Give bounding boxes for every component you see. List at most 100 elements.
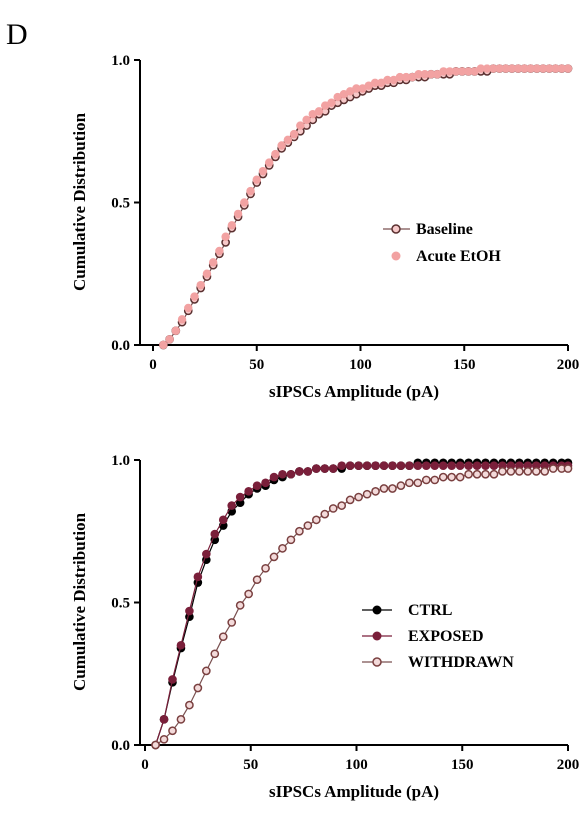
data-point-acute-etoh [557,64,566,73]
data-point-acute-etoh [327,98,336,107]
data-point-exposed [464,461,473,471]
panel-letter: D [6,18,28,51]
data-point-exposed [244,487,253,496]
data-point-acute-etoh [464,67,473,76]
data-point-withdrawn [548,464,558,473]
data-point-exposed [472,461,482,471]
x-tick-label: 150 [453,357,476,373]
data-point-acute-etoh [221,232,230,241]
data-point-withdrawn [421,475,431,485]
legend-label-withdrawn: WITHDRAWN [408,654,514,671]
data-point-withdrawn [328,504,338,513]
x-tick-label: 200 [557,357,580,373]
data-point-exposed [193,572,203,582]
data-point-exposed [362,461,372,471]
data-point-acute-etoh [520,64,529,73]
data-point-withdrawn [303,521,313,530]
data-point-acute-etoh [482,64,492,73]
data-point-withdrawn [286,535,296,545]
data-point-withdrawn [388,484,397,493]
legend: Baseline Acute EtOH [383,221,501,265]
data-point-exposed [278,469,287,479]
data-point-acute-etoh [184,303,193,313]
data-point-withdrawn [506,467,516,476]
data-point-exposed [337,461,346,471]
data-point-withdrawn [218,632,228,642]
data-point-exposed [295,467,304,476]
data-point-exposed [320,464,330,473]
data-point-acute-etoh [420,70,430,79]
data-point-withdrawn [235,601,245,610]
data-point-exposed [227,501,237,510]
data-point-acute-etoh [240,198,249,207]
series-line-withdrawn [155,467,568,746]
data-point-acute-etoh [501,64,510,73]
data-point-exposed [379,461,389,471]
x-axis-title: sIPSCs Amplitude (pA) [269,382,439,401]
data-point-acute-etoh [177,315,187,324]
data-point-withdrawn [252,575,262,585]
data-point-acute-etoh [215,246,224,256]
data-point-withdrawn [159,734,169,744]
chart-bottom: 0.0 0.5 1.0 0 50 100 150 200 Cumulative Distrib… [70,453,579,801]
data-point-acute-etoh [314,107,324,116]
data-point-acute-etoh [271,149,280,159]
data-point-exposed [328,464,338,473]
data-point-exposed [210,529,220,539]
data-point-withdrawn [371,487,380,496]
data-point-acute-etoh [190,292,199,301]
data-point-withdrawn [201,666,211,676]
data-point-acute-etoh [401,72,411,82]
data-point-acute-etoh [526,64,535,73]
y-tick-label: 0.5 [111,196,130,212]
y-tick-label: 1.0 [111,53,130,69]
data-point-withdrawn [176,715,186,724]
data-point-acute-etoh [532,64,542,73]
legend-marker-ctrl [372,605,382,615]
data-point-exposed [388,461,397,471]
legend-marker-exposed [372,631,382,641]
data-point-withdrawn [269,552,279,562]
data-point-acute-etoh [252,175,261,184]
data-point-withdrawn [481,469,490,479]
data-point-withdrawn [413,478,423,488]
x-tick-label: 200 [557,757,580,773]
data-point-acute-etoh [159,340,168,350]
data-point-acute-etoh [208,258,218,267]
data-point-exposed [159,715,169,724]
data-point-acute-etoh [551,64,560,73]
data-point-exposed [176,640,186,650]
data-point-withdrawn [498,467,507,476]
data-point-withdrawn [295,526,304,536]
data-point-withdrawn [447,472,457,482]
legend-label-baseline: Baseline [416,221,473,238]
data-point-withdrawn [210,649,220,659]
data-point-exposed [286,469,296,479]
data-point-acute-etoh [352,84,361,93]
data-point-withdrawn [563,464,573,473]
data-point-exposed [269,472,279,482]
data-point-withdrawn [227,618,237,627]
data-point-acute-etoh [439,67,448,76]
data-point-acute-etoh [476,64,486,73]
x-tick-label: 100 [349,357,372,373]
data-point-acute-etoh [165,335,174,344]
data-point-acute-etoh [171,326,181,335]
data-point-acute-etoh [451,67,461,76]
data-point-exposed [354,461,363,471]
data-point-acute-etoh [563,64,573,73]
y-tick-label: 0.0 [111,338,130,354]
y-tick-label: 1.0 [111,453,130,469]
y-tick-label: 0.0 [111,738,130,754]
data-point-exposed [438,461,448,471]
data-point-exposed [345,461,355,471]
data-point-exposed [421,461,431,471]
data-point-acute-etoh [514,64,523,73]
x-tick-label: 100 [345,757,368,773]
data-point-withdrawn [531,467,541,476]
data-point-withdrawn [430,475,440,485]
series-line-ctrl [155,462,568,746]
data-point-acute-etoh [545,64,554,73]
data-point-exposed [455,461,465,471]
data-point-exposed [312,464,321,473]
